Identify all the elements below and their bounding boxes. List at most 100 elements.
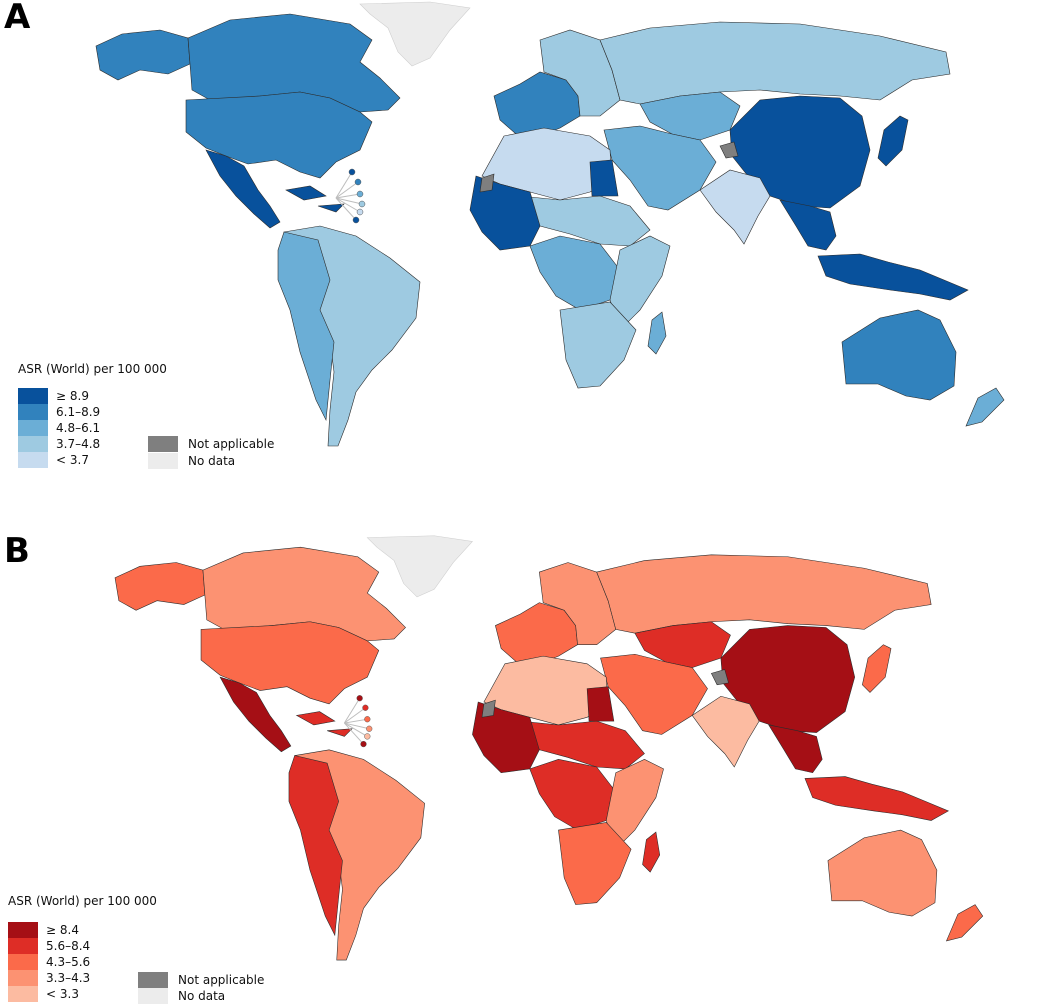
island-marker [362, 704, 369, 711]
region-not-applicable-2 [710, 669, 729, 686]
region-greenland [359, 1, 471, 67]
region-caribbean [295, 711, 353, 737]
legend-title: ASR (World) per 100 000 [18, 362, 167, 376]
region-australia [841, 309, 957, 401]
region-central-africa [529, 235, 621, 311]
region-egypt [586, 686, 615, 722]
legend: ASR (World) per 100 000 ≥ 8.4 5.6–8.4 4.… [8, 894, 308, 1004]
caribbean-callouts [343, 695, 373, 748]
callout-line [335, 197, 361, 213]
region-madagascar [642, 831, 661, 873]
legend-label: Not applicable [178, 973, 265, 987]
island-marker [356, 208, 364, 216]
region-north-africa [481, 127, 613, 201]
legend-label: 6.1–8.9 [56, 405, 101, 419]
region-russia [596, 554, 932, 634]
region-japan [862, 644, 892, 693]
region-caribbean [285, 185, 345, 213]
callout-line [344, 722, 370, 730]
region-europe-east [539, 562, 617, 645]
callout-line [344, 718, 368, 724]
callout-line [344, 722, 368, 737]
legend: ASR (World) per 100 000 ≥ 8.9 6.1–8.9 4.… [18, 362, 318, 482]
legend-class-5: < 3.7 [18, 452, 89, 468]
region-usa [185, 91, 373, 179]
map-panel-b: B ASR (World) per 100 000 ≥ 8.4 5.6–8.4 … [0, 530, 1050, 1004]
legend-label: No data [178, 989, 226, 1003]
region-alaska [114, 562, 206, 611]
island-marker [364, 733, 371, 740]
island-marker [356, 695, 363, 702]
region-new-zealand [945, 904, 984, 942]
island-marker [358, 200, 366, 208]
panel-label: A [4, 0, 31, 37]
island-marker [364, 716, 371, 723]
region-not-applicable-1 [479, 173, 495, 193]
legend-no-data: No data [148, 453, 235, 469]
legend-class-2: 6.1–8.9 [18, 404, 100, 420]
region-south-asia [691, 695, 760, 768]
region-southeast-asia [768, 724, 823, 774]
callout-line [343, 697, 361, 724]
region-indonesia [817, 253, 969, 301]
legend-label: 5.6–8.4 [46, 939, 91, 953]
legend-label: 3.3–4.3 [46, 971, 91, 985]
region-indonesia [804, 776, 950, 821]
region-central-america [219, 676, 292, 753]
island-marker [348, 168, 356, 176]
island-marker [356, 190, 364, 198]
region-north-america [202, 546, 406, 642]
legend-label: Not applicable [188, 437, 275, 451]
region-andes [288, 755, 343, 937]
legend-swatch [138, 972, 168, 988]
legend-label: 4.8–6.1 [56, 421, 101, 435]
legend-class-1: ≥ 8.9 [18, 388, 89, 404]
region-central-america [205, 149, 281, 229]
callout-line [344, 722, 364, 745]
legend-class-2: 5.6–8.4 [8, 938, 90, 954]
callout-line [335, 171, 353, 199]
map-panel-a: A ASR (World) per 100 000 ≥ 8.9 6.1–8.9 … [0, 0, 1050, 496]
region-egypt [589, 159, 619, 197]
legend-swatch [8, 954, 38, 970]
legend-no-data: No data [138, 988, 225, 1004]
island-marker [352, 216, 360, 224]
region-southeast-asia [779, 199, 837, 251]
region-sahel [519, 195, 651, 247]
region-central-africa [529, 759, 617, 831]
legend-swatch [18, 420, 48, 436]
caribbean-callouts [335, 168, 366, 224]
region-new-zealand [965, 387, 1005, 427]
region-usa [200, 621, 380, 705]
region-north-america [187, 13, 401, 113]
legend-class-5: < 3.3 [8, 986, 79, 1002]
legend-label: ≥ 8.9 [56, 389, 89, 403]
callout-line [335, 193, 361, 199]
callout-line [335, 197, 357, 221]
island-marker [354, 178, 362, 186]
callout-line [335, 181, 359, 199]
legend-label: ≥ 8.4 [46, 923, 79, 937]
legend-label: 4.3–5.6 [46, 955, 91, 969]
legend-swatch [8, 922, 38, 938]
legend-swatch [18, 452, 48, 468]
legend-label: No data [188, 454, 236, 468]
region-australia [827, 829, 938, 917]
legend-swatch [8, 938, 38, 954]
legend-label: 3.7–4.8 [56, 437, 101, 451]
region-southern-africa [559, 301, 637, 389]
legend-swatch [8, 986, 38, 1002]
world-map-b [114, 535, 984, 961]
legend-swatch [148, 436, 178, 452]
world-map-a [95, 1, 1005, 447]
legend-swatch [8, 970, 38, 986]
region-not-applicable-2 [719, 141, 739, 159]
legend-label: < 3.3 [46, 987, 79, 1001]
region-andes [277, 231, 335, 422]
region-japan [877, 115, 909, 167]
region-europe-east [539, 29, 621, 117]
legend-class-3: 4.8–6.1 [18, 420, 100, 436]
region-madagascar [647, 311, 667, 355]
region-sahel [519, 720, 645, 770]
legend-swatch [18, 436, 48, 452]
